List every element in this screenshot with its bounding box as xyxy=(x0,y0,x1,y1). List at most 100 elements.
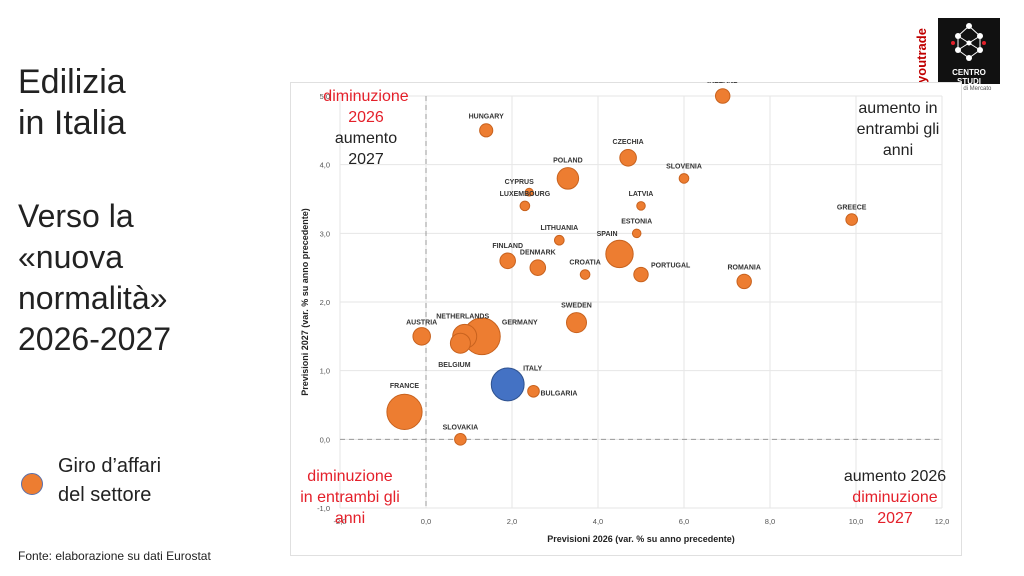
y-tick-label: 1,0 xyxy=(320,367,330,376)
point-label-croatia: CROATIA xyxy=(569,260,600,267)
point-label-austria: AUSTRIA xyxy=(406,319,437,326)
legend-bubble-icon xyxy=(21,473,43,495)
point-label-belgium: BELGIUM xyxy=(438,362,470,369)
quadrant-text: 2027 xyxy=(877,510,913,527)
y-tick-label: 5,0 xyxy=(320,92,330,101)
bubble-cyprus xyxy=(524,187,534,197)
legend-label: Giro d’affari del settore xyxy=(58,452,161,510)
bubble-finland xyxy=(499,252,516,270)
legend-label-line: Giro d’affari xyxy=(58,455,162,477)
x-tick-label: 12,0 xyxy=(935,517,950,526)
logo-text: CENTRO STUDI xyxy=(938,68,1000,86)
x-tick-label: 2,0 xyxy=(507,517,517,526)
point-label-netherlands: NETHERLANDS xyxy=(436,313,489,320)
point-label-spain: SPAIN xyxy=(597,231,618,238)
quadrant-text: in entrambi gli xyxy=(300,489,400,506)
quadrant-bottom-left: diminuzione in entrambi gli anni xyxy=(282,466,418,529)
point-label-slovakia: SLOVAKIA xyxy=(443,424,479,431)
source-note: Fonte: elaborazione su dati Eurostat xyxy=(18,549,211,563)
subtitle-line: 2026-2027 xyxy=(18,321,172,357)
quadrant-text: entrambi gli xyxy=(856,121,940,138)
logo-brand-text: youtrade xyxy=(913,28,929,83)
bubble-chart: -1,0 0,0 1,0 2,0 3,0 4,0 5,0 -2,0 0,0 2,0 4,0 6,0 8,… xyxy=(290,82,962,556)
centro-studi-logo: youtrade CENTRO STUDI Ricerche di Mercat… xyxy=(914,18,1002,94)
bubble-spain xyxy=(605,239,634,269)
quadrant-text: diminuzione xyxy=(323,88,409,105)
logo-text-line: STUDI xyxy=(957,77,981,86)
title-line: in Italia xyxy=(18,104,126,142)
point-label-ireland: IRELAND xyxy=(707,82,738,85)
x-tick-label: 6,0 xyxy=(679,517,689,526)
point-label-italy: ITALY xyxy=(523,365,542,372)
legend-label-line: del settore xyxy=(58,484,152,506)
point-label-poland: POLAND xyxy=(553,157,583,164)
subtitle-line: normalità» xyxy=(18,280,168,316)
logo-text-line: CENTRO xyxy=(952,68,986,77)
bubble-romania xyxy=(736,273,752,290)
quadrant-text: 2026 xyxy=(348,109,384,126)
point-label-sweden: SWEDEN xyxy=(561,303,592,310)
y-tick-label: 2,0 xyxy=(320,298,330,307)
slide-title: Edilizia in Italia xyxy=(18,62,126,144)
bubble-portugal xyxy=(633,266,649,283)
bubble-croatia xyxy=(579,269,591,280)
point-label-slovenia: SLOVENIA xyxy=(666,163,702,170)
quadrant-top-right: aumento in entrambi gli anni xyxy=(838,98,958,161)
y-tick-label: 3,0 xyxy=(320,229,330,238)
bubble-denmark xyxy=(529,259,547,276)
subtitle-line: Verso la xyxy=(18,198,134,234)
y-tick-label: 0,0 xyxy=(320,435,330,444)
quadrant-text: anni xyxy=(334,510,366,527)
bubble-france xyxy=(386,393,423,430)
x-axis-label: Previsioni 2026 (var. % su anno preceden… xyxy=(547,534,735,544)
bubble-ireland xyxy=(714,88,731,104)
quadrant-text: diminuzione xyxy=(852,489,938,506)
bubble-greece xyxy=(845,213,859,226)
point-labels: IRELAND HUNGARY CZECHIA POLAND SLOVENIA CYPRU… xyxy=(390,82,867,431)
quadrant-text: diminuzione xyxy=(307,468,393,485)
point-label-finland: FINLAND xyxy=(492,243,523,250)
x-tick-label: 10,0 xyxy=(849,517,864,526)
x-tick-label: 4,0 xyxy=(593,517,603,526)
bubble-luxembourg xyxy=(519,200,531,212)
point-label-lithuania: LITHUANIA xyxy=(540,225,578,232)
title-line: Edilizia xyxy=(18,63,126,101)
logo-badge xyxy=(938,18,1000,84)
quadrant-text: aumento 2026 xyxy=(843,468,947,485)
point-label-denmark: DENMARK xyxy=(520,250,556,257)
bubble-belgium xyxy=(449,332,471,354)
point-label-estonia: ESTONIA xyxy=(621,218,652,225)
logo-tagline: Ricerche di Mercato xyxy=(938,86,992,92)
bubble-slovakia xyxy=(454,433,467,446)
bubble-hungary xyxy=(479,123,494,138)
bubble-austria xyxy=(412,327,431,346)
y-axis-label: Previsioni 2027 (var. % su anno preceden… xyxy=(300,208,310,396)
subtitle-line: «nuova xyxy=(18,239,123,275)
bubble-italy xyxy=(490,367,525,402)
quadrant-top-left: diminuzione 2026 aumento 2027 xyxy=(304,86,428,170)
point-label-portugal: PORTUGAL xyxy=(651,263,691,270)
quadrant-text: 2027 xyxy=(348,151,384,168)
point-label-germany: GERMANY xyxy=(502,319,538,326)
bubble-sweden xyxy=(565,312,588,334)
y-tick-label: -1,0 xyxy=(317,504,330,513)
y-tick-label: 4,0 xyxy=(320,161,330,170)
point-label-luxembourg: LUXEMBOURG xyxy=(500,191,551,198)
x-tick-label: -2,0 xyxy=(334,517,347,526)
bubble-bulgaria xyxy=(527,384,540,398)
quadrant-text: aumento in xyxy=(858,100,938,117)
x-tick-label: 0,0 xyxy=(421,517,431,526)
point-label-bulgaria: BULGARIA xyxy=(541,390,578,397)
bubble-latvia xyxy=(636,201,646,211)
point-label-latvia: LATVIA xyxy=(629,191,654,198)
x-tick-label: 8,0 xyxy=(765,517,775,526)
bubble-estonia xyxy=(631,228,642,239)
reference-lines xyxy=(340,96,942,508)
point-label-cyprus: CYPRUS xyxy=(505,179,535,186)
point-label-romania: ROMANIA xyxy=(727,264,760,271)
bubble-poland xyxy=(556,167,580,190)
point-label-czechia: CZECHIA xyxy=(613,139,644,146)
slide-subtitle: Verso la «nuova normalità» 2026-2027 xyxy=(18,196,171,360)
tick-labels: -1,0 0,0 1,0 2,0 3,0 4,0 5,0 -2,0 0,0 2,0 4,0 6,0 8,… xyxy=(317,92,949,526)
quadrant-text: anni xyxy=(882,142,914,159)
